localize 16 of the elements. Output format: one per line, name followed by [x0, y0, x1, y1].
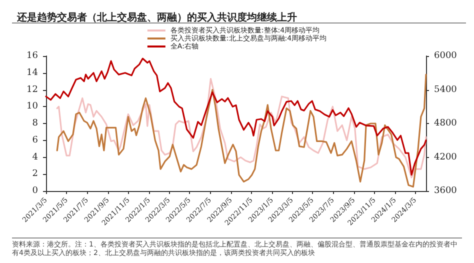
y-tick-label: 14 — [26, 68, 38, 78]
y-tick-label: 0 — [32, 186, 38, 196]
y2-tick-label: 4200 — [434, 152, 458, 162]
y-tick-label: 16 — [26, 51, 38, 61]
y-tick-label: 8 — [32, 118, 38, 128]
y-tick-label: 10 — [26, 102, 38, 112]
y-tick-label: 6 — [32, 135, 38, 146]
y2-tick-label: 5400 — [434, 84, 458, 95]
y-tick-label: 4 — [32, 152, 38, 162]
y-tick-label: 2 — [32, 169, 38, 180]
y2-tick-label: 4800 — [434, 118, 458, 128]
y-tick-label: 12 — [26, 84, 38, 95]
line-series — [45, 58, 427, 176]
y2-tick-label: 3600 — [434, 186, 458, 196]
y2-tick-label: 6000 — [434, 51, 458, 61]
chart-title: 还是趋势交易者（北上交易盘、两融）的买入共识度均继续上升 — [16, 12, 297, 24]
